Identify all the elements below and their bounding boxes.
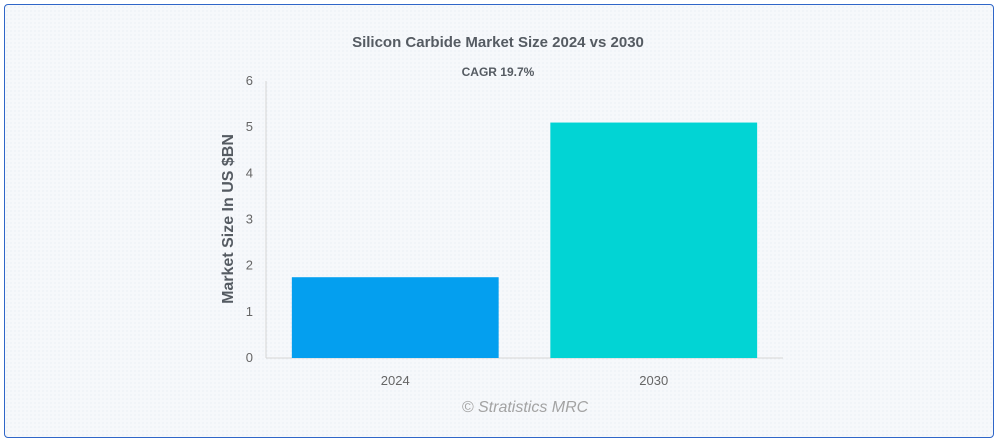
y-tick-label: 0 (246, 350, 253, 365)
y-axis-ticks: 0 1 2 3 4 5 6 (246, 73, 253, 365)
watermark: © Stratistics MRC (462, 399, 589, 416)
bar-2024 (291, 277, 499, 358)
chart-title: Silicon Carbide Market Size 2024 vs 2030 (352, 34, 644, 51)
x-axis-ticks: 2024 2030 (381, 373, 668, 388)
y-tick-label: 4 (246, 165, 253, 180)
bar-2030 (550, 122, 758, 358)
y-tick-label: 1 (246, 304, 253, 319)
bars-group (291, 122, 758, 358)
x-tick-label: 2030 (639, 373, 668, 388)
x-tick-label: 2024 (381, 373, 410, 388)
y-axis-label: Market Size In US $BN (220, 134, 237, 304)
y-tick-label: 2 (246, 258, 253, 273)
y-tick-label: 3 (246, 212, 253, 227)
chart-frame (4, 4, 994, 438)
y-tick-label: 5 (246, 119, 253, 134)
y-tick-label: 6 (246, 73, 253, 88)
chart-subtitle: CAGR 19.7% (462, 65, 535, 79)
